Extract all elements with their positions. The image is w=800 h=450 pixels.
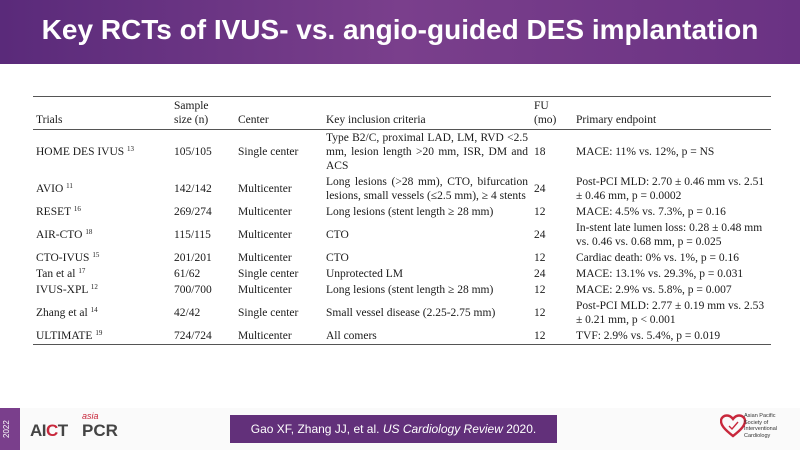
center: Single center	[238, 268, 299, 280]
center: Single center	[238, 307, 299, 319]
trial-name: CTO-IVUS 15	[36, 251, 100, 265]
table-row: AVIO 11 142/142 Multicenter Long lesions…	[33, 174, 771, 204]
slide-title: Key RCTs of IVUS- vs. angio-guided DES i…	[41, 14, 759, 45]
center: Multicenter	[238, 183, 292, 195]
pcr-logo: PCR	[82, 421, 118, 440]
trials-table: Trials Sample size (n) Center Key inclusi…	[33, 96, 771, 345]
primary-endpoint: TVF: 2.9% vs. 5.4%, p = 0.019	[573, 328, 771, 345]
citation-box	[230, 415, 557, 443]
center: Multicenter	[235, 328, 323, 345]
primary-endpoint: In-stent late lumen loss: 0.28 ± 0.48 mm…	[576, 222, 763, 248]
primary-endpoint: MACE: 2.9% vs. 5.8%, p = 0.007	[576, 284, 732, 296]
inclusion-criteria: CTO	[326, 229, 349, 241]
follow-up: 18	[534, 146, 546, 158]
follow-up: 12	[534, 206, 546, 218]
follow-up: 24	[534, 183, 546, 195]
header-criteria: Key inclusion criteria	[323, 96, 531, 130]
sample-size: 724/724	[171, 328, 235, 345]
follow-up: 24	[534, 268, 546, 280]
follow-up: 12	[534, 307, 546, 319]
table-row: AIR-CTO 18 115/115 Multicenter CTO 24 In…	[33, 220, 771, 250]
table-row: CTO-IVUS 15 201/201 Multicenter CTO 12 C…	[33, 250, 771, 266]
inclusion-criteria: Long lesions (stent length ≥ 28 mm)	[326, 206, 494, 218]
follow-up: 12	[534, 284, 546, 296]
table-row: HOME DES IVUS 13 105/105 Single center T…	[33, 130, 771, 175]
sample-size: 105/105	[174, 146, 212, 158]
follow-up: 12	[534, 252, 546, 264]
primary-endpoint: MACE: 4.5% vs. 7.3%, p = 0.16	[576, 206, 726, 218]
primary-endpoint: Cardiac death: 0% vs. 1%, p = 0.16	[576, 252, 739, 264]
title-banner	[0, 0, 800, 64]
table-header-row: Trials Sample size (n) Center Key inclusi…	[33, 96, 771, 130]
table-row: Zhang et al 14 42/42 Single center Small…	[33, 298, 771, 328]
inclusion-criteria: All comers	[323, 328, 531, 345]
inclusion-criteria: Long lesions (>28 mm), CTO, bifurcation …	[326, 176, 528, 202]
aict-logo: AICT	[30, 421, 68, 440]
footer-year: 2022	[2, 420, 11, 438]
primary-endpoint: MACE: 13.1% vs. 29.3%, p = 0.031	[576, 268, 744, 280]
header-sample-size: Sample size (n)	[171, 96, 235, 130]
center: Multicenter	[238, 206, 292, 218]
header-center: Center	[235, 96, 323, 130]
table-row: RESET 16 269/274 Multicenter Long lesion…	[33, 204, 771, 220]
inclusion-criteria: Unprotected LM	[326, 268, 403, 280]
inclusion-criteria: Small vessel disease (2.25-2.75 mm)	[326, 307, 496, 319]
trial-name: HOME DES IVUS 13	[36, 145, 135, 159]
trial-name: ULTIMATE 19	[33, 328, 171, 345]
header-trials: Trials	[33, 96, 171, 130]
heart-logo-icon	[720, 414, 746, 438]
sample-size: 269/274	[174, 206, 212, 218]
sample-size: 142/142	[174, 183, 212, 195]
inclusion-criteria: Type B2/C, proximal LAD, LM, RVD <2.5 mm…	[326, 132, 528, 172]
trial-name: IVUS-XPL 12	[36, 283, 98, 297]
center: Multicenter	[238, 252, 292, 264]
trial-name: Tan et al 17	[36, 267, 86, 281]
footer-year-bar	[0, 408, 20, 450]
sample-size: 201/201	[174, 252, 212, 264]
trial-name: AIR-CTO 18	[36, 228, 93, 242]
inclusion-criteria: CTO	[326, 252, 349, 264]
primary-endpoint: Post-PCI MLD: 2.70 ± 0.46 mm vs. 2.51 ± …	[576, 176, 765, 202]
center: Multicenter	[238, 284, 292, 296]
primary-endpoint: Post-PCI MLD: 2.77 ± 0.19 mm vs. 2.53 ± …	[576, 300, 765, 326]
follow-up: 12	[531, 328, 573, 345]
header-endpoint: Primary endpoint	[573, 96, 771, 130]
society-logo-text: Asian Pacific Society of Interventional …	[744, 413, 778, 439]
trial-name: RESET 16	[36, 205, 81, 219]
trial-name: AVIO 11	[36, 182, 73, 196]
follow-up: 24	[534, 229, 546, 241]
trial-name: Zhang et al 14	[36, 306, 98, 320]
center: Multicenter	[238, 229, 292, 241]
table-row: ULTIMATE 19 724/724 Multicenter All come…	[33, 328, 771, 345]
citation-text: Gao XF, Zhang JJ, et al. US Cardiology R…	[250, 422, 537, 436]
sample-size: 700/700	[174, 284, 212, 296]
table-row: Tan et al 17 61/62 Single center Unprote…	[33, 266, 771, 282]
sample-size: 115/115	[174, 229, 211, 241]
table-row: IVUS-XPL 12 700/700 Multicenter Long les…	[33, 282, 771, 298]
asia-logo-text: asia	[82, 411, 99, 421]
primary-endpoint: MACE: 11% vs. 12%, p = NS	[576, 146, 715, 158]
inclusion-criteria: Long lesions (stent length ≥ 28 mm)	[326, 284, 494, 296]
center: Single center	[238, 146, 299, 158]
sample-size: 61/62	[174, 268, 201, 280]
header-fu: FU (mo)	[531, 96, 573, 130]
sample-size: 42/42	[174, 307, 201, 319]
